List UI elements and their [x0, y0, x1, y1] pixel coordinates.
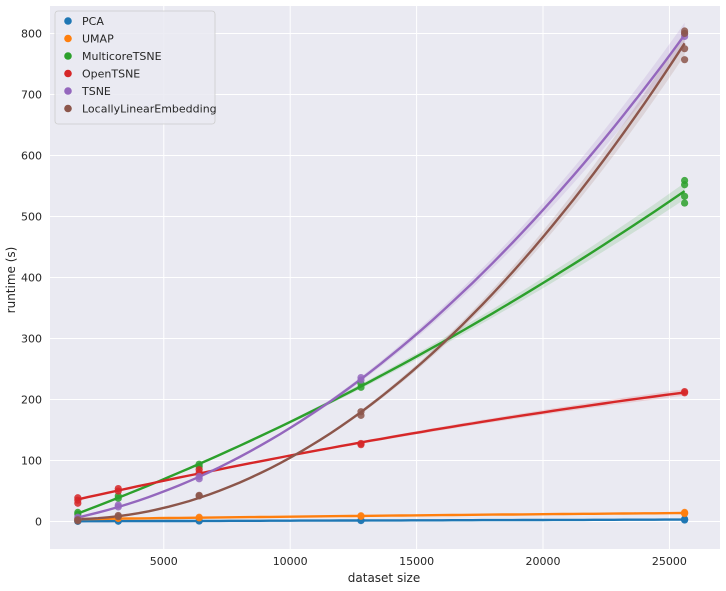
legend-marker: [64, 104, 72, 113]
data-point-umap: [195, 513, 203, 521]
data-point-locallylinearembedding: [357, 408, 365, 416]
fit-line-pca: [77, 518, 685, 523]
fit-line-multicoretsne: [77, 190, 686, 515]
legend-marker: [64, 87, 72, 95]
legend-marker: [64, 17, 72, 25]
y-tick-label: 500: [21, 210, 42, 223]
x-tick-label: 10000: [273, 555, 308, 568]
data-point-opentsne: [681, 387, 689, 396]
fit-line-umap: [77, 511, 685, 521]
fit-line-locallylinearembedding: [77, 42, 686, 521]
data-point-tsne: [114, 501, 122, 509]
y-tick-label: 700: [21, 88, 42, 101]
y-tick-label: 200: [21, 394, 42, 407]
data-point-opentsne: [114, 484, 122, 493]
data-point-locallylinearembedding: [681, 56, 689, 64]
x-tick-label: 20000: [526, 555, 561, 568]
x-axis-label: dataset size: [348, 571, 420, 585]
legend-label: TSNE: [81, 85, 111, 98]
fit-line-tsne: [77, 34, 686, 519]
y-tick-label: 800: [21, 27, 42, 40]
data-point-multicoretsne: [195, 460, 203, 468]
data-point-locallylinearembedding: [681, 45, 689, 53]
y-tick-label: 0: [35, 516, 42, 529]
data-point-umap: [681, 508, 689, 516]
data-point-umap: [357, 512, 365, 520]
legend-marker: [64, 52, 72, 60]
y-tick-label: 600: [21, 149, 42, 162]
legend-box: [54, 10, 216, 125]
y-tick-label: 100: [21, 455, 42, 468]
data-point-locallylinearembedding: [74, 516, 82, 524]
y-tick-label: 300: [21, 333, 42, 346]
x-tick-label: 25000: [652, 555, 687, 568]
legend-marker: [64, 34, 72, 43]
legend: PCA UMAP MulticoreTSNE OpenTSNE TSNE LocallyL…: [54, 10, 217, 125]
data-point-multicoretsne: [681, 176, 689, 185]
x-tick-label: 15000: [399, 555, 434, 568]
data-point-tsne: [357, 373, 365, 382]
x-tick-label: 5000: [150, 555, 178, 568]
y-tick-label: 400: [21, 272, 42, 285]
data-point-opentsne: [195, 466, 203, 474]
legend-marker: [64, 69, 72, 78]
fit-line-opentsne: [77, 391, 685, 501]
data-point-opentsne: [74, 494, 82, 502]
legend-label: MulticoreTSNE: [82, 50, 162, 63]
legend-label: PCA: [82, 15, 104, 28]
y-axis-label: runtime (s): [4, 247, 18, 314]
data-point-multicoretsne: [681, 199, 689, 207]
data-point-locallylinearembedding: [195, 491, 203, 499]
data-point-locallylinearembedding: [114, 511, 122, 520]
data-point-opentsne: [357, 439, 365, 448]
data-point-locallylinearembedding: [681, 27, 689, 35]
legend-label: LocallyLinearEmbedding: [82, 103, 217, 116]
data-point-multicoretsne: [681, 192, 689, 200]
legend-label: OpenTSNE: [82, 68, 140, 81]
data-point-tsne: [195, 472, 203, 480]
data-point-pca: [681, 515, 689, 523]
legend-label: UMAP: [82, 33, 114, 46]
